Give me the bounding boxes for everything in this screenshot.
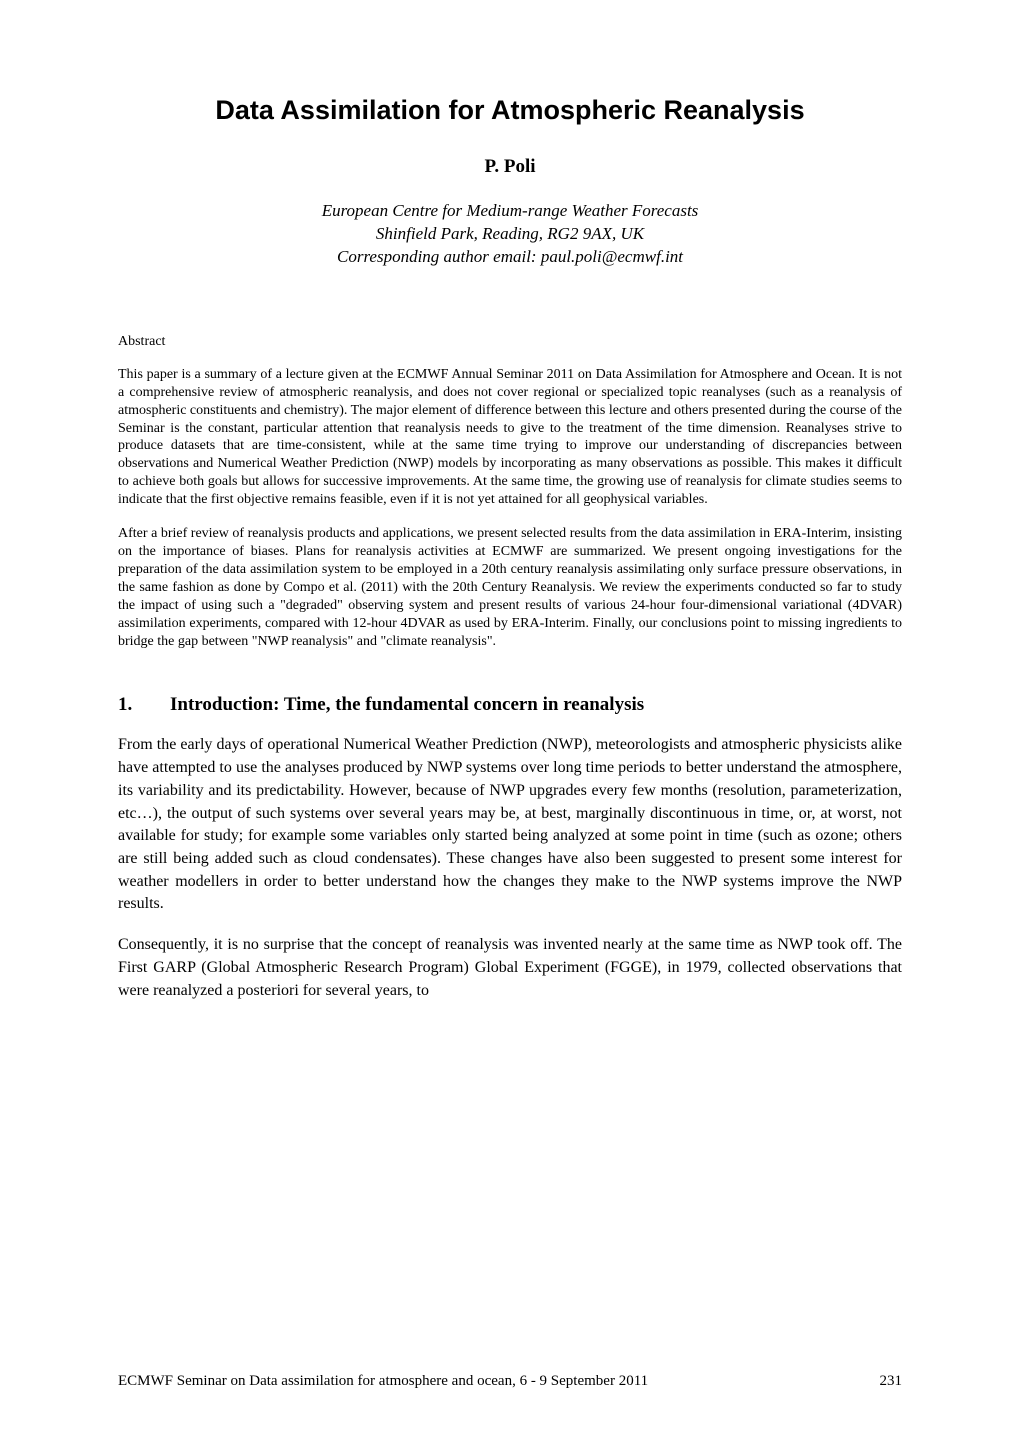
section-1-heading: 1.Introduction: Time, the fundamental co… [118, 694, 902, 716]
abstract-label: Abstract [118, 334, 902, 350]
page-footer: ECMWF Seminar on Data assimilation for a… [118, 1373, 902, 1390]
author-name: P. Poli [118, 156, 902, 178]
section-1-title: Introduction: Time, the fundamental conc… [170, 694, 644, 715]
section-1-number: 1. [118, 694, 170, 716]
abstract-paragraph-2: After a brief review of reanalysis produ… [118, 525, 902, 650]
affiliation-line-2: Shinfield Park, Reading, RG2 9AX, UK [118, 223, 902, 246]
page-number: 231 [880, 1373, 903, 1390]
body-paragraph-1: From the early days of operational Numer… [118, 734, 902, 916]
body-paragraph-2: Consequently, it is no surprise that the… [118, 934, 902, 1002]
affiliation-block: European Centre for Medium-range Weather… [118, 200, 902, 269]
affiliation-line-3: Corresponding author email: paul.poli@ec… [118, 246, 902, 269]
footer-text: ECMWF Seminar on Data assimilation for a… [118, 1373, 648, 1390]
affiliation-line-1: European Centre for Medium-range Weather… [118, 200, 902, 223]
abstract-paragraph-1: This paper is a summary of a lecture giv… [118, 366, 902, 509]
paper-title: Data Assimilation for Atmospheric Reanal… [118, 95, 902, 126]
